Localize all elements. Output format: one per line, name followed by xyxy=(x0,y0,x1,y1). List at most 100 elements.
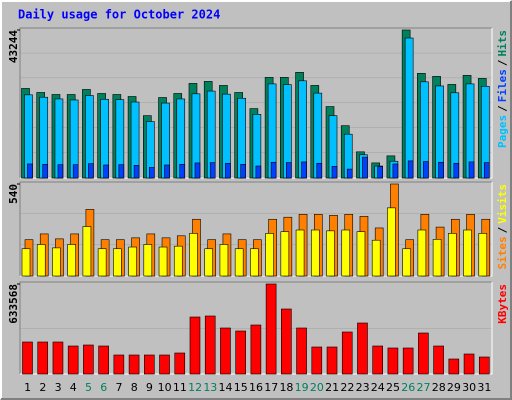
bar xyxy=(113,248,122,277)
bar xyxy=(468,161,475,179)
bar xyxy=(371,239,381,277)
bar xyxy=(478,356,490,375)
bar xyxy=(118,164,125,179)
x-tick-label: 30 xyxy=(462,381,476,394)
bar xyxy=(103,164,109,179)
bar xyxy=(433,345,444,375)
bar xyxy=(463,353,475,375)
x-tick-label: 29 xyxy=(447,381,461,394)
bar xyxy=(392,163,399,179)
bar xyxy=(286,162,292,179)
x-tick-label: 11 xyxy=(173,381,187,394)
bar xyxy=(280,231,290,277)
bar xyxy=(448,233,457,277)
plot-edge-dark xyxy=(19,27,492,178)
legend-entry: KBytes xyxy=(496,284,509,324)
legend: Sites / Visits xyxy=(496,184,509,270)
bar xyxy=(82,226,92,277)
bar xyxy=(173,245,183,277)
x-tick-label: 9 xyxy=(146,381,153,394)
bar xyxy=(97,248,107,277)
bar xyxy=(164,164,170,179)
bar xyxy=(98,345,109,375)
bar xyxy=(478,233,488,277)
bar xyxy=(57,164,64,179)
bar xyxy=(225,162,231,179)
x-tick-label: 28 xyxy=(432,381,446,394)
y-tick-label: 43244 xyxy=(7,30,20,63)
x-tick-label: 22 xyxy=(340,381,354,394)
bar xyxy=(296,327,307,375)
bar xyxy=(357,322,368,375)
bar xyxy=(417,229,427,277)
legend-entry: Files xyxy=(496,69,509,102)
plot-edge-dark xyxy=(19,281,492,374)
plot-edge-dark xyxy=(19,181,492,276)
bar xyxy=(402,248,411,277)
y-tick-label: 633568 xyxy=(7,284,20,324)
bar xyxy=(209,162,216,179)
x-tick-label: 21 xyxy=(325,381,339,394)
bar xyxy=(128,354,140,375)
bar xyxy=(310,229,320,277)
bar xyxy=(149,167,155,179)
bar xyxy=(331,166,338,179)
bar xyxy=(418,332,429,375)
x-tick-label: 7 xyxy=(115,381,122,394)
x-tick-label: 20 xyxy=(310,381,324,394)
bar xyxy=(270,161,277,179)
bar xyxy=(42,164,49,179)
bar xyxy=(113,354,125,375)
x-tick-label: 2 xyxy=(39,381,46,394)
bar xyxy=(22,341,33,375)
bar xyxy=(158,246,168,277)
bar xyxy=(346,168,353,179)
bar xyxy=(316,162,323,179)
x-tick-label: 24 xyxy=(371,381,385,394)
bar xyxy=(67,244,76,277)
bar xyxy=(144,354,155,375)
bar xyxy=(407,160,414,179)
legend: Pages / Files / Hits xyxy=(496,30,509,148)
bar xyxy=(341,331,353,375)
bar xyxy=(448,358,460,375)
bar xyxy=(463,229,472,277)
bar xyxy=(174,352,186,375)
bar xyxy=(326,230,335,277)
bar xyxy=(88,163,94,179)
bar xyxy=(72,164,79,179)
bar xyxy=(179,164,186,179)
x-tick-label: 15 xyxy=(234,381,248,394)
legend-entry: Visits xyxy=(496,184,509,224)
bar xyxy=(133,165,140,179)
bar xyxy=(387,207,396,277)
bar xyxy=(36,244,46,277)
bar xyxy=(52,341,64,375)
bar xyxy=(311,346,323,375)
x-tick-label: 31 xyxy=(477,381,491,394)
bar xyxy=(438,161,444,179)
bar xyxy=(377,166,383,179)
bar xyxy=(423,161,429,179)
bar xyxy=(189,316,201,375)
x-tick-label: 6 xyxy=(100,381,107,394)
legend: KBytes xyxy=(496,284,509,324)
bar xyxy=(250,248,259,277)
x-tick-label: 17 xyxy=(264,381,278,394)
legend-separator: / xyxy=(496,105,509,112)
bar xyxy=(37,341,49,375)
bar xyxy=(67,345,79,375)
legend-separator: / xyxy=(496,226,509,233)
y-tick-label: 540 xyxy=(7,184,20,204)
bar xyxy=(301,161,307,179)
bar xyxy=(27,163,33,179)
bar xyxy=(128,246,137,277)
bar xyxy=(326,346,338,375)
x-tick-label: 3 xyxy=(55,381,62,394)
x-tick-label: 5 xyxy=(85,381,92,394)
x-tick-label: 19 xyxy=(295,381,309,394)
bar xyxy=(219,244,229,277)
bar xyxy=(362,156,368,179)
x-tick-label: 27 xyxy=(416,381,430,394)
